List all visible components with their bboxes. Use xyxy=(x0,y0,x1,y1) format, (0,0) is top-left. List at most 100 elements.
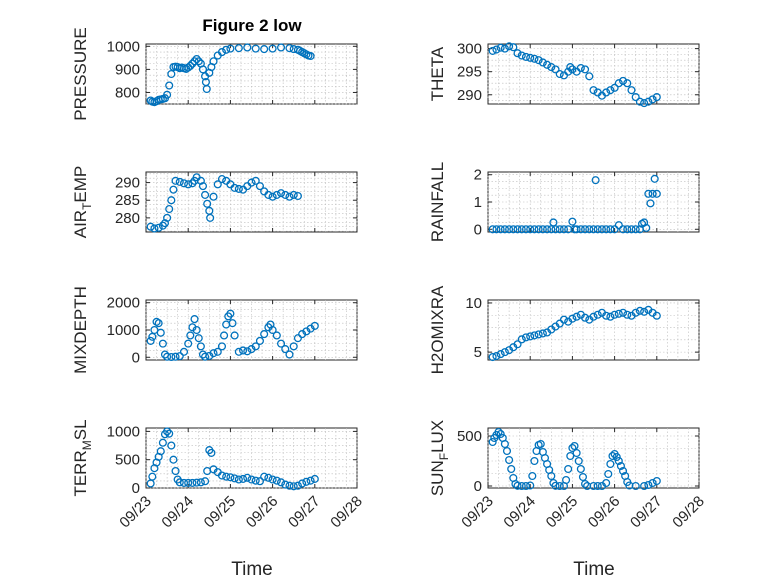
data-point xyxy=(608,451,617,461)
data-point xyxy=(606,86,615,95)
data-point xyxy=(281,190,290,199)
data-point xyxy=(606,312,615,321)
data-point xyxy=(623,79,632,88)
data-point xyxy=(184,180,193,189)
data-point xyxy=(568,217,577,226)
data-point xyxy=(146,222,155,231)
data-point xyxy=(538,58,547,67)
data-point xyxy=(260,472,269,481)
data-point xyxy=(488,437,497,447)
panel-sun-flux: 0 500 09/23 09/24 09/25 09/26 09/27 09/28 SUNFLU… xyxy=(428,420,708,532)
data-point xyxy=(234,347,243,356)
data-point xyxy=(169,455,178,464)
data-point xyxy=(536,439,545,449)
data-point xyxy=(618,76,628,85)
data-point xyxy=(226,473,235,482)
data-point xyxy=(255,336,264,345)
y-tick-label: 2000 xyxy=(107,295,140,312)
data-point xyxy=(589,86,598,95)
data-point xyxy=(568,314,577,323)
data-point xyxy=(154,319,163,328)
data-point xyxy=(547,471,556,481)
data-point xyxy=(551,225,560,234)
data-point xyxy=(243,473,252,482)
data-point xyxy=(251,342,260,351)
data-point xyxy=(521,333,531,342)
data-point xyxy=(602,478,611,488)
data-point xyxy=(160,219,170,228)
data-point xyxy=(610,83,619,92)
data-point xyxy=(272,331,281,340)
data-point xyxy=(188,478,197,487)
data-point xyxy=(616,461,625,471)
x-tick-label: 09/27 xyxy=(627,493,666,532)
y-tick-label: 1000 xyxy=(107,423,140,440)
data-point xyxy=(202,84,211,94)
data-point xyxy=(551,65,560,74)
data-point xyxy=(165,205,174,214)
data-point xyxy=(179,478,189,487)
data-point xyxy=(576,225,585,234)
y-axis-label: RAINFALL xyxy=(428,162,447,242)
data-point xyxy=(243,43,252,52)
y-tick-label: 1000 xyxy=(107,38,140,55)
data-point xyxy=(606,459,615,469)
data-point xyxy=(213,180,222,189)
data-point xyxy=(251,476,260,485)
data-point xyxy=(234,44,243,53)
axes-background xyxy=(487,427,700,489)
data-point xyxy=(547,63,556,72)
data-point xyxy=(192,478,201,487)
data-point xyxy=(310,474,319,483)
data-point xyxy=(530,456,539,466)
data-point xyxy=(618,225,628,234)
data-point xyxy=(268,44,277,53)
data-point xyxy=(635,97,644,106)
data-point xyxy=(217,342,227,351)
data-point xyxy=(568,65,577,74)
data-point xyxy=(306,476,315,485)
data-point xyxy=(148,472,157,481)
y-axis-label: TERRMSL xyxy=(71,419,94,496)
data-point xyxy=(207,448,216,457)
data-point xyxy=(198,182,208,191)
data-point xyxy=(530,331,539,340)
data-point xyxy=(602,88,611,97)
data-point xyxy=(217,175,227,184)
data-point xyxy=(158,339,167,348)
data-point xyxy=(239,474,248,483)
data-point xyxy=(272,190,281,199)
data-point xyxy=(526,225,535,234)
data-point xyxy=(184,339,193,348)
data-point xyxy=(543,60,552,69)
data-point xyxy=(589,312,598,321)
y-axis-label: AIRTEMP xyxy=(71,166,94,239)
data-point xyxy=(500,44,509,53)
data-point xyxy=(526,53,535,62)
data-point xyxy=(521,225,531,234)
data-point xyxy=(505,42,514,51)
data-point xyxy=(222,45,231,54)
x-tick-label: 09/28 xyxy=(669,493,708,532)
data-point xyxy=(568,443,577,453)
data-point xyxy=(217,48,227,57)
data-point xyxy=(496,350,505,359)
data-point xyxy=(494,427,503,437)
data-point xyxy=(521,52,531,61)
data-point xyxy=(190,315,199,324)
data-point xyxy=(500,225,509,234)
data-point xyxy=(272,476,281,485)
data-point xyxy=(154,223,163,232)
data-point xyxy=(163,427,172,436)
data-point xyxy=(534,330,543,339)
data-point xyxy=(631,308,640,317)
data-point xyxy=(555,225,564,234)
panel-pressure: 800 900 1000 PRESSURE xyxy=(71,27,358,121)
data-point xyxy=(574,456,583,466)
data-point xyxy=(589,481,598,491)
data-point xyxy=(652,476,661,486)
data-point xyxy=(627,86,636,95)
data-point xyxy=(593,310,602,319)
data-point xyxy=(175,478,184,487)
